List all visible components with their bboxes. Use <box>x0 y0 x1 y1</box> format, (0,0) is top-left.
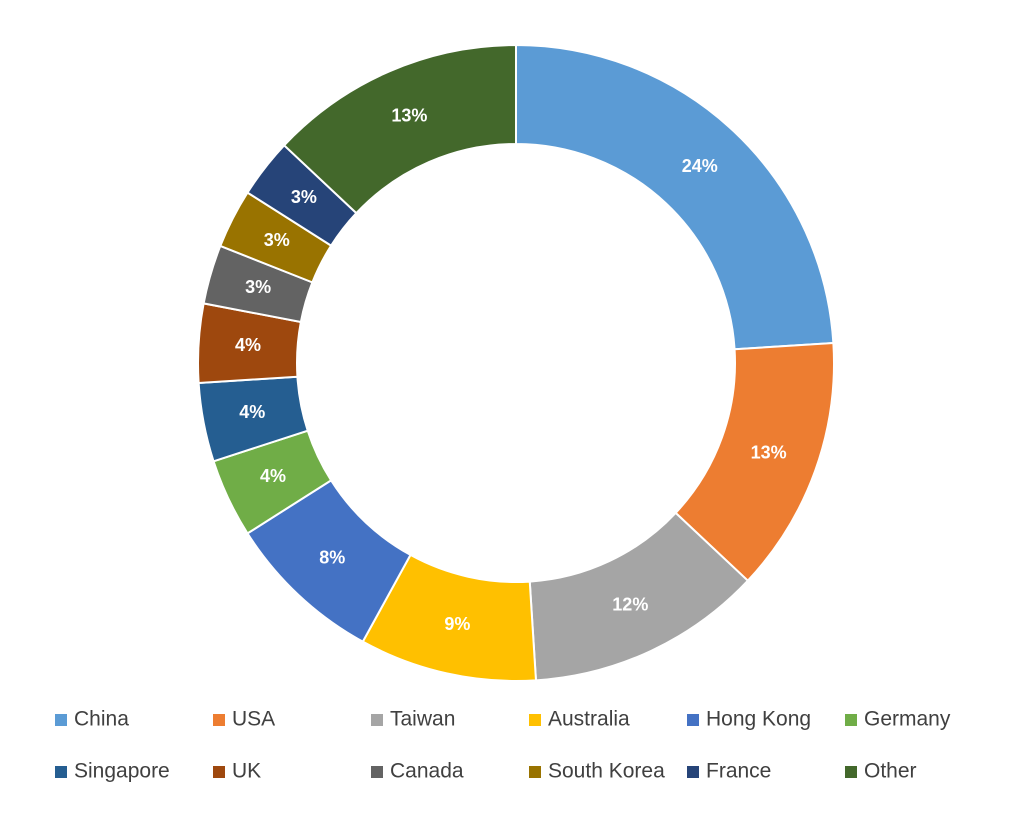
legend-swatch <box>687 766 699 778</box>
legend-label: Singapore <box>74 760 170 783</box>
data-label: 3% <box>245 277 271 297</box>
legend-label: Germany <box>864 708 951 731</box>
data-label: 3% <box>264 230 290 250</box>
data-label: 12% <box>612 595 648 615</box>
legend-label: Canada <box>390 760 464 783</box>
legend-swatch <box>213 766 225 778</box>
legend-swatch <box>529 766 541 778</box>
legend-swatch <box>529 714 541 726</box>
legend-label: Other <box>864 760 917 783</box>
data-label: 8% <box>319 547 345 567</box>
legend-swatch <box>213 714 225 726</box>
data-label: 4% <box>235 335 261 355</box>
donut-slice <box>282 43 517 215</box>
legend-label: China <box>74 708 129 731</box>
legend-swatch <box>55 766 67 778</box>
data-label: 13% <box>391 105 427 125</box>
data-label: 4% <box>260 466 286 486</box>
legend-label: Hong Kong <box>706 708 811 731</box>
data-label: 9% <box>444 614 470 634</box>
data-label: 24% <box>682 156 718 176</box>
donut-slice <box>515 43 835 351</box>
legend-label: Australia <box>548 708 630 731</box>
legend-swatch <box>687 714 699 726</box>
legend-swatch <box>371 714 383 726</box>
legend-swatch <box>55 714 67 726</box>
legend-swatch <box>371 766 383 778</box>
legend-swatch <box>845 766 857 778</box>
legend-label: USA <box>232 708 275 731</box>
data-label: 13% <box>751 443 787 463</box>
legend-swatch <box>845 714 857 726</box>
legend-label: South Korea <box>548 760 665 783</box>
legend-label: Taiwan <box>390 708 455 731</box>
data-label: 3% <box>291 187 317 207</box>
legend-label: France <box>706 760 771 783</box>
data-label: 4% <box>239 402 265 422</box>
legend-label: UK <box>232 760 261 783</box>
